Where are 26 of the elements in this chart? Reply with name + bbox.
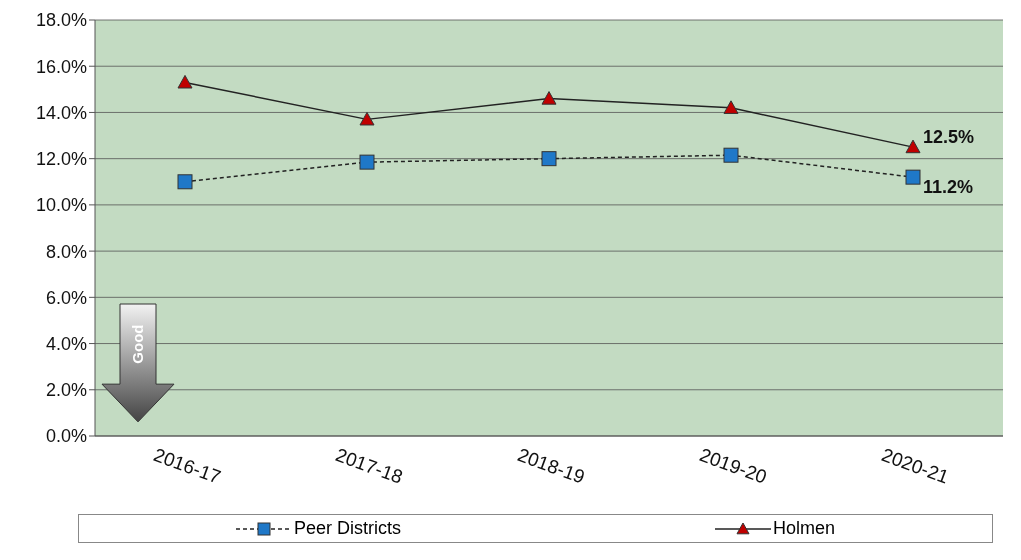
y-tick-label: 6.0%	[45, 287, 87, 308]
y-tick-label: 18.0%	[35, 10, 87, 31]
point	[541, 151, 557, 167]
y-tick-label: 2.0%	[45, 380, 87, 401]
point	[359, 154, 375, 170]
point	[723, 100, 739, 114]
point	[723, 147, 739, 163]
point	[541, 91, 557, 105]
y-tick-label: 16.0%	[35, 56, 87, 77]
y-tick-label: 0.0%	[45, 426, 87, 447]
arrow-icon: Good	[100, 302, 176, 425]
data-label: 11.2%	[923, 177, 974, 198]
legend-label: Holmen	[772, 518, 835, 539]
y-tick-label: 12.0%	[35, 149, 87, 170]
annotation: Good	[129, 324, 147, 364]
point	[177, 74, 193, 89]
y-tick-label: 4.0%	[45, 333, 87, 354]
point	[905, 139, 921, 154]
y-tick-label: 10.0%	[35, 195, 87, 216]
legend-label: Peer Districts	[293, 518, 401, 539]
point	[359, 111, 375, 126]
y-tick-label: 14.0%	[35, 102, 87, 123]
point	[905, 169, 921, 185]
y-tick-label: 8.0%	[45, 241, 87, 262]
point	[177, 174, 193, 190]
data-label: 12.5%	[923, 127, 975, 148]
